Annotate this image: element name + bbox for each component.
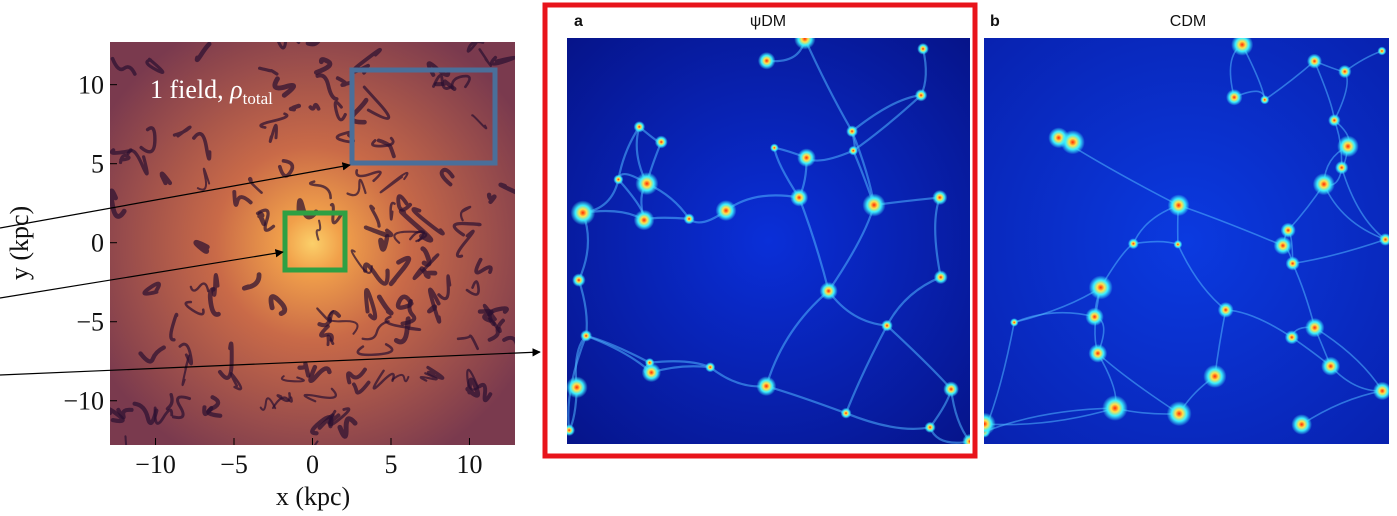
halo	[1378, 47, 1387, 56]
halo	[1226, 89, 1242, 105]
halo	[580, 330, 592, 342]
halo	[571, 200, 596, 225]
filament	[981, 424, 985, 432]
halo	[655, 136, 668, 149]
halo	[915, 89, 927, 101]
halo	[881, 320, 893, 332]
halo	[1203, 365, 1226, 388]
halo	[563, 424, 575, 436]
halo	[1307, 54, 1322, 69]
panel-title: CDM	[1170, 13, 1206, 30]
page: 1 field, ρtotal x (kpc) y (kpc) a ψDM b …	[0, 0, 1397, 516]
halo	[1085, 308, 1103, 326]
x-axis-label: x (kpc)	[276, 482, 350, 511]
halo	[634, 121, 645, 132]
halo	[1313, 173, 1335, 195]
halo	[1010, 318, 1019, 327]
halo	[932, 190, 947, 205]
halo	[1291, 414, 1312, 435]
halo	[1174, 240, 1183, 249]
halo	[1089, 275, 1113, 299]
panel-letter: b	[990, 13, 1000, 30]
halo	[1335, 161, 1348, 174]
halo	[634, 210, 655, 231]
halo	[756, 376, 776, 396]
halo	[794, 28, 815, 49]
halo	[943, 381, 959, 397]
y-axis-label: y (kpc)	[5, 206, 34, 280]
halo	[770, 143, 779, 152]
halo	[1128, 238, 1139, 249]
halo	[566, 376, 588, 398]
halo	[758, 52, 776, 70]
halo	[1260, 95, 1269, 104]
halo	[716, 200, 737, 221]
halo	[1305, 318, 1324, 337]
halo	[1379, 233, 1392, 246]
y-tick-label: −10	[63, 387, 104, 416]
halo	[848, 146, 858, 156]
halo	[1231, 34, 1253, 56]
halo	[841, 408, 852, 419]
halo	[1088, 344, 1107, 363]
y-tick-label: 5	[91, 150, 104, 179]
halo	[820, 282, 838, 300]
x-tick-label: 5	[384, 450, 397, 479]
halo	[1286, 256, 1300, 270]
halo	[1338, 65, 1351, 78]
halo	[1337, 136, 1359, 158]
x-tick-label: 10	[456, 450, 482, 479]
x-tick-label: −5	[220, 450, 248, 479]
halo	[790, 189, 808, 207]
halo	[705, 362, 715, 372]
halo	[1218, 302, 1234, 318]
halo	[635, 172, 658, 195]
halo	[862, 193, 885, 216]
halo	[846, 125, 858, 137]
swirl	[489, 195, 494, 202]
halo	[1168, 194, 1190, 216]
halo	[797, 148, 816, 167]
halo	[1285, 330, 1299, 344]
halo	[924, 422, 935, 433]
halo	[684, 213, 695, 224]
y-tick-label: 0	[91, 229, 104, 258]
halo	[1167, 401, 1192, 426]
halo	[1373, 382, 1392, 401]
halo	[1061, 130, 1085, 154]
x-tick-label: −10	[135, 450, 176, 479]
halo	[1102, 395, 1128, 421]
halo	[1281, 223, 1296, 238]
halo	[1321, 357, 1340, 376]
halo	[613, 174, 623, 184]
panel-title: ψDM	[750, 13, 786, 30]
halo	[934, 270, 948, 284]
halo	[1328, 114, 1340, 126]
halo	[917, 43, 929, 55]
x-tick-label: 0	[306, 450, 319, 479]
swirl	[112, 150, 131, 153]
panel-letter: a	[574, 13, 583, 30]
halo	[1274, 236, 1292, 254]
halo	[572, 273, 585, 286]
y-tick-label: −5	[76, 308, 104, 337]
figure: 1 field, ρtotal x (kpc) y (kpc) a ψDM b …	[0, 0, 1397, 516]
halo	[645, 358, 654, 367]
swirl	[308, 17, 330, 44]
y-tick-label: 10	[78, 71, 104, 100]
